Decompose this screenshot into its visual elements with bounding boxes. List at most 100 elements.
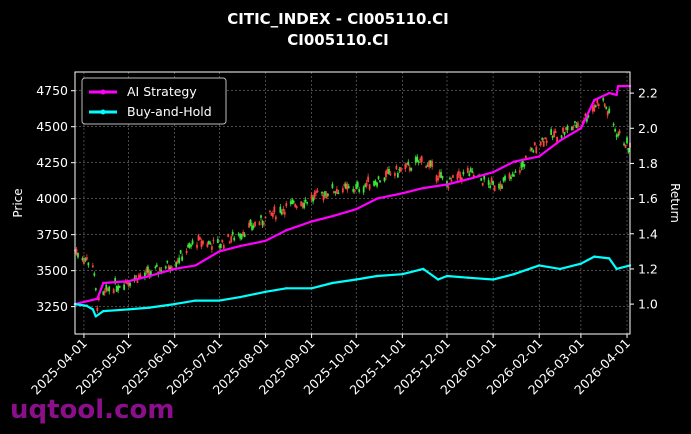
candle-body bbox=[355, 184, 358, 189]
series-point bbox=[91, 308, 95, 311]
candle-body bbox=[514, 171, 517, 173]
candle-body bbox=[394, 172, 396, 176]
candle-body bbox=[190, 244, 192, 247]
candle-body bbox=[532, 150, 535, 153]
series-point bbox=[102, 281, 105, 285]
series-point bbox=[148, 306, 151, 309]
candle-body bbox=[325, 193, 328, 199]
legend-marker-buy-and-hold bbox=[100, 109, 106, 115]
candle-body bbox=[377, 176, 380, 179]
watermark: uqtool.com bbox=[10, 395, 174, 425]
candle-body bbox=[353, 189, 356, 192]
candle-body bbox=[606, 111, 609, 116]
candle-body bbox=[327, 194, 329, 196]
series-point bbox=[127, 280, 130, 283]
candle-body bbox=[513, 174, 515, 177]
candle-body bbox=[594, 105, 597, 108]
candle-body bbox=[167, 265, 170, 270]
candle-body bbox=[399, 167, 402, 172]
y-right-tick-label: 1.2 bbox=[638, 261, 658, 276]
candle-body bbox=[487, 180, 490, 185]
legend-label-buy-and-hold: Buy-and-Hold bbox=[127, 104, 212, 119]
candle-body bbox=[398, 168, 401, 171]
legend-marker-ai-strategy bbox=[100, 89, 106, 95]
candle-body bbox=[405, 163, 408, 165]
series-point bbox=[331, 281, 334, 285]
candle-body bbox=[498, 183, 500, 189]
candle-body bbox=[551, 135, 554, 138]
candle-body bbox=[577, 122, 579, 128]
candle-body bbox=[603, 103, 606, 107]
series-point bbox=[375, 274, 379, 278]
candle-body bbox=[289, 201, 292, 204]
y-left-tick-label: 4000 bbox=[36, 191, 68, 206]
candle-body bbox=[239, 233, 242, 239]
series-point bbox=[538, 264, 541, 267]
candle-body bbox=[627, 148, 630, 153]
candle-body bbox=[322, 194, 325, 201]
candle-body bbox=[280, 211, 283, 215]
series-point bbox=[615, 93, 618, 97]
series-lines bbox=[73, 84, 632, 318]
candle-body bbox=[304, 199, 307, 202]
candle-body bbox=[429, 160, 432, 167]
candle-body bbox=[292, 201, 295, 203]
y-axis-left-label: Price bbox=[11, 188, 25, 217]
candle-body bbox=[449, 177, 451, 180]
candle-body bbox=[260, 215, 262, 218]
candle-body bbox=[86, 257, 88, 260]
series-point bbox=[355, 278, 358, 281]
candle-body bbox=[147, 266, 149, 273]
candle-body bbox=[169, 266, 172, 271]
candle-body bbox=[347, 186, 350, 189]
candle-body bbox=[231, 231, 234, 235]
candle-body bbox=[530, 148, 533, 150]
candle-body bbox=[175, 261, 178, 268]
candle-body bbox=[164, 266, 167, 269]
candle-body bbox=[114, 278, 117, 284]
candle-body bbox=[502, 177, 505, 182]
series-point bbox=[445, 183, 449, 186]
candle-body bbox=[324, 191, 326, 196]
candle-body bbox=[431, 161, 434, 168]
candle-body bbox=[410, 167, 413, 171]
candle-body bbox=[115, 286, 118, 292]
y-left-tick-label: 4250 bbox=[36, 155, 68, 170]
candle-body bbox=[145, 268, 148, 273]
candle-body bbox=[252, 225, 255, 228]
candle-body bbox=[438, 171, 441, 178]
candle-body bbox=[596, 99, 599, 104]
candle-body bbox=[492, 181, 495, 185]
candle-body bbox=[216, 239, 219, 244]
y-right-tick-label: 1.0 bbox=[638, 297, 658, 312]
candle-body bbox=[602, 98, 605, 101]
candle-body bbox=[334, 191, 337, 193]
candle-body bbox=[337, 192, 340, 195]
candle-body bbox=[553, 131, 556, 138]
series-point bbox=[401, 273, 404, 276]
series-point bbox=[375, 197, 379, 200]
series-point bbox=[285, 229, 288, 232]
candle-body bbox=[471, 170, 474, 173]
candle-body bbox=[469, 168, 472, 172]
candle-body bbox=[77, 252, 79, 258]
candle-body bbox=[117, 285, 120, 291]
candle-body bbox=[593, 104, 596, 112]
candle-body bbox=[385, 171, 387, 178]
candle-body bbox=[279, 206, 282, 213]
series-point bbox=[436, 278, 440, 281]
candle-body bbox=[346, 183, 349, 190]
candle-body bbox=[459, 174, 462, 180]
candle-body bbox=[178, 257, 181, 264]
candle-body bbox=[135, 275, 137, 279]
candle-body bbox=[185, 251, 188, 253]
candle-body bbox=[83, 258, 85, 264]
candle-body bbox=[441, 176, 444, 179]
series-point bbox=[445, 274, 449, 278]
candle-body bbox=[273, 206, 276, 213]
candle-body bbox=[243, 233, 246, 238]
candle-body bbox=[179, 250, 182, 254]
candle-body bbox=[420, 156, 423, 163]
candle-body bbox=[504, 175, 506, 181]
candle-body bbox=[545, 140, 548, 144]
